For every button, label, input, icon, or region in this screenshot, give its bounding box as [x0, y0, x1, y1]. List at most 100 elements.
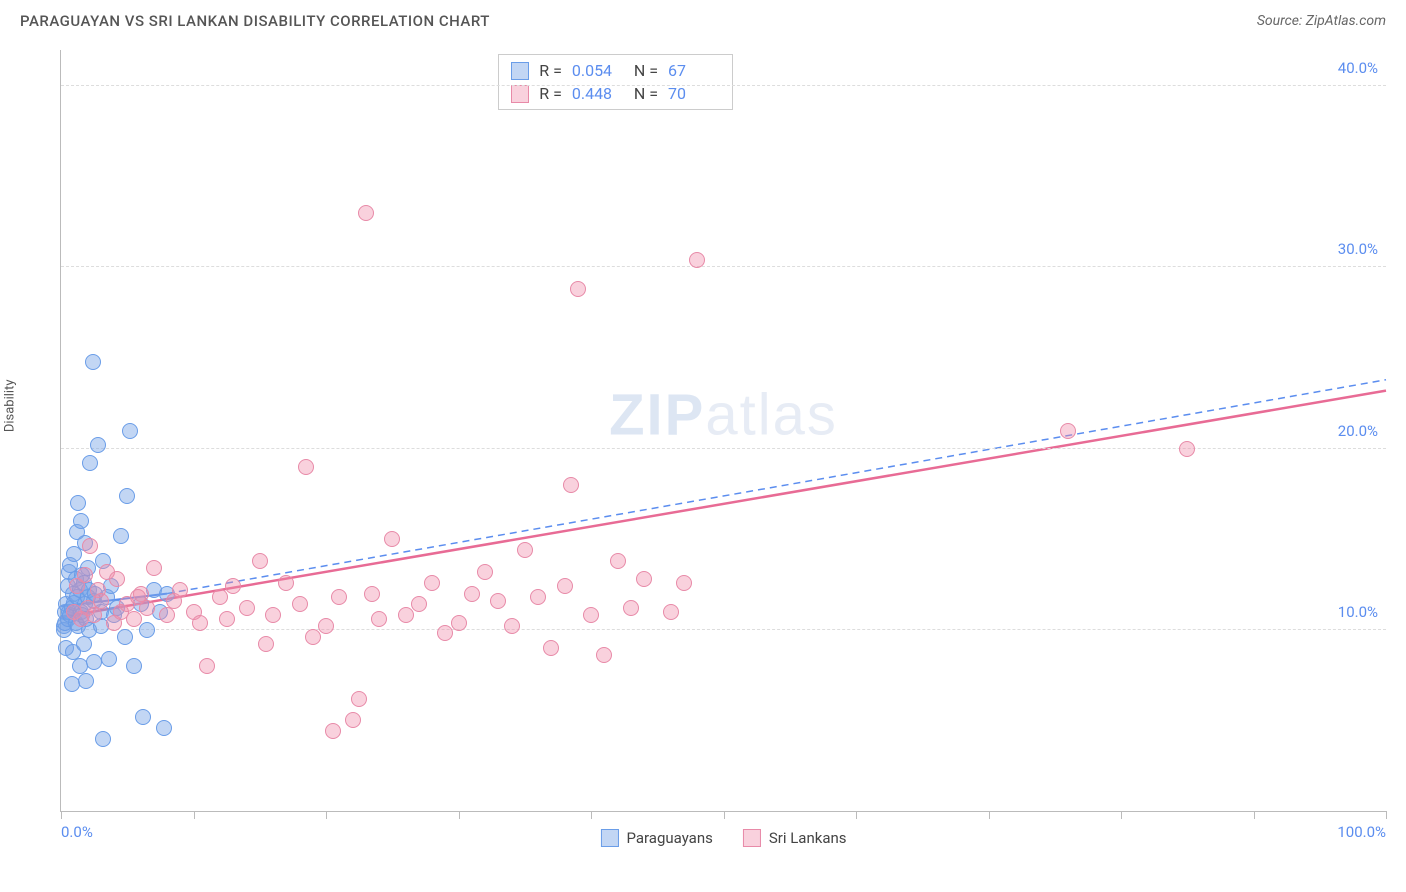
data-point — [292, 596, 308, 612]
data-point — [90, 437, 106, 453]
x-tick — [459, 811, 460, 819]
x-tick — [1254, 811, 1255, 819]
stats-row: R =0.054N =67 — [511, 59, 720, 82]
legend-item: Sri Lankans — [743, 829, 847, 847]
data-point — [146, 560, 162, 576]
watermark-bold: ZIP — [609, 383, 705, 448]
data-point — [504, 618, 520, 634]
y-tick-label: 40.0% — [1338, 59, 1378, 77]
data-point — [305, 629, 321, 645]
data-point — [159, 607, 175, 623]
x-tick — [724, 811, 725, 819]
data-point — [258, 636, 274, 652]
data-point — [451, 615, 467, 631]
data-point — [358, 205, 374, 221]
data-point — [1060, 423, 1076, 439]
data-point — [663, 604, 679, 620]
x-tick — [1386, 811, 1387, 819]
data-point — [623, 600, 639, 616]
data-point — [570, 281, 586, 297]
legend-swatch — [511, 62, 529, 80]
data-point — [82, 538, 98, 554]
y-axis-label: Disability — [3, 379, 18, 432]
r-value: 0.448 — [572, 84, 624, 103]
chart-title: PARAGUAYAN VS SRI LANKAN DISABILITY CORR… — [20, 12, 490, 30]
r-label: R = — [539, 61, 562, 80]
data-point — [172, 582, 188, 598]
plot-area: ZIPatlas R =0.054N =67R =0.448N =70 Para… — [60, 50, 1386, 812]
n-value: 70 — [668, 84, 720, 103]
x-tick-label: 0.0% — [61, 823, 93, 841]
data-point — [689, 252, 705, 268]
data-point — [596, 647, 612, 663]
data-point — [252, 553, 268, 569]
data-point — [384, 531, 400, 547]
data-point — [437, 625, 453, 641]
data-point — [517, 542, 533, 558]
gridline — [61, 266, 1386, 267]
data-point — [93, 593, 109, 609]
stats-box: R =0.054N =67R = 0.448 N = 70 — [498, 54, 733, 110]
data-point — [82, 455, 98, 471]
y-tick-label: 30.0% — [1338, 240, 1378, 258]
data-point — [77, 567, 93, 583]
x-tick — [194, 811, 195, 819]
data-point — [86, 607, 102, 623]
data-point — [126, 658, 142, 674]
legend-label: Paraguayans — [626, 829, 712, 847]
data-point — [192, 615, 208, 631]
data-point — [563, 477, 579, 493]
data-point — [64, 676, 80, 692]
legend-label: Sri Lankans — [769, 829, 847, 847]
data-point — [477, 564, 493, 580]
data-point — [199, 658, 215, 674]
bottom-legend: Paraguayans Sri Lankans — [600, 829, 846, 847]
data-point — [119, 488, 135, 504]
data-point — [117, 629, 133, 645]
data-point — [1179, 441, 1195, 457]
data-point — [351, 691, 367, 707]
data-point — [610, 553, 626, 569]
data-point — [113, 528, 129, 544]
x-tick — [61, 811, 62, 819]
data-point — [135, 709, 151, 725]
data-point — [318, 618, 334, 634]
y-tick-label: 20.0% — [1338, 422, 1378, 440]
data-point — [76, 636, 92, 652]
data-point — [371, 611, 387, 627]
data-point — [101, 651, 117, 667]
data-point — [636, 571, 652, 587]
data-point — [398, 607, 414, 623]
data-point — [122, 423, 138, 439]
data-point — [411, 596, 427, 612]
watermark-light: atlas — [705, 383, 838, 448]
y-tick-label: 10.0% — [1338, 603, 1378, 621]
data-point — [278, 575, 294, 591]
x-tick — [1121, 811, 1122, 819]
data-point — [490, 593, 506, 609]
legend-swatch — [511, 85, 529, 103]
x-tick — [989, 811, 990, 819]
data-point — [130, 589, 146, 605]
n-label: N = — [634, 61, 658, 80]
data-point — [464, 586, 480, 602]
data-point — [86, 654, 102, 670]
data-point — [424, 575, 440, 591]
data-point — [85, 354, 101, 370]
gridline — [61, 85, 1386, 86]
data-point — [78, 673, 94, 689]
source-label: Source: ZipAtlas.com — [1257, 13, 1386, 29]
data-point — [95, 731, 111, 747]
data-point — [331, 589, 347, 605]
data-point — [583, 607, 599, 623]
legend-swatch — [743, 829, 761, 847]
gridline — [61, 629, 1386, 630]
data-point — [530, 589, 546, 605]
data-point — [298, 459, 314, 475]
data-point — [265, 607, 281, 623]
data-point — [70, 495, 86, 511]
x-tick — [856, 811, 857, 819]
x-tick — [591, 811, 592, 819]
data-point — [225, 578, 241, 594]
legend-item: Paraguayans — [600, 829, 712, 847]
